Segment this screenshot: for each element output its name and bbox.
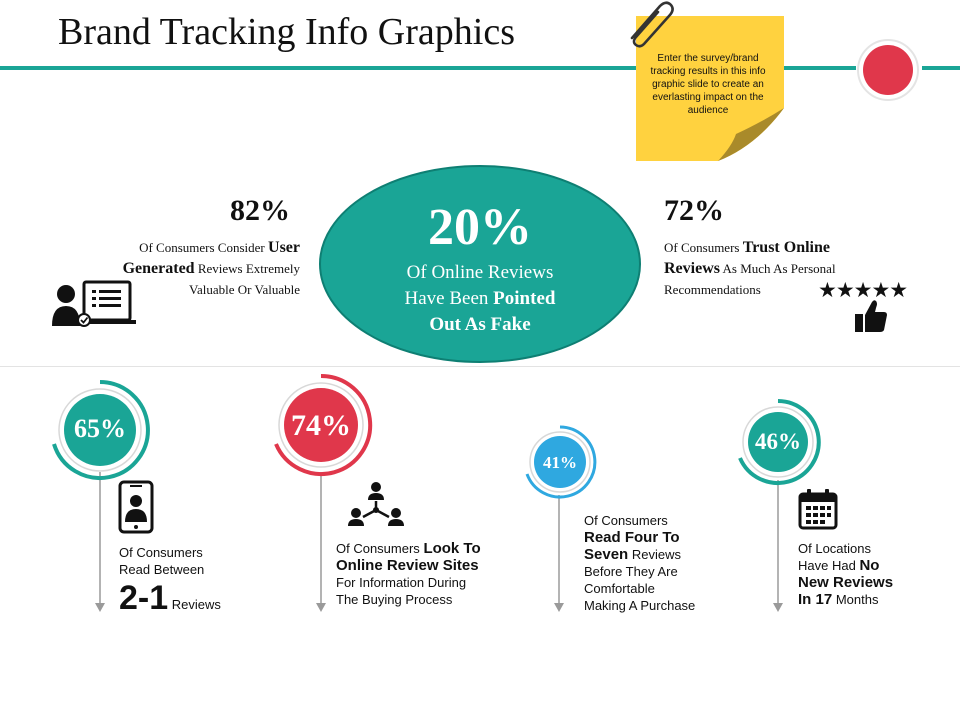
circle-65-percent [52, 380, 150, 480]
smartphone-user-icon [118, 480, 154, 534]
circle-65-label: 65% [74, 414, 126, 443]
circle-46-percent [738, 399, 821, 485]
center-percent: 20% [428, 199, 532, 256]
user-laptop-icon [52, 280, 136, 327]
circle-46-label: 46% [755, 429, 801, 454]
stat-72-description: Of Consumers Trust Online Reviews As Muc… [664, 239, 836, 297]
sticky-note-text: Enter the survey/brand tracking results … [650, 53, 766, 116]
center-description: Of Online Reviews Have Been Pointed Out … [404, 262, 556, 335]
stat-82-percent: 82% [230, 194, 290, 227]
circle-74-label: 74% [291, 409, 351, 442]
circle-41-percent [525, 425, 597, 499]
header-divider-left [0, 66, 636, 70]
text-41: Of Consumers Read Four To Seven Reviews … [584, 513, 696, 613]
header-divider-middle [784, 66, 856, 70]
stat-72-percent: 72% [664, 194, 724, 227]
network-people-icon [348, 482, 404, 526]
paperclip-icon [630, 1, 674, 48]
text-46: Of Locations Have Had No New Reviews In … [798, 541, 894, 608]
text-65: Of Consumers Read Between 2-1 Reviews [119, 545, 221, 617]
five-stars-icon: ★★★★★ [818, 279, 908, 302]
circle-74-percent [274, 373, 373, 476]
red-dot-icon [857, 39, 919, 101]
circle-41-label: 41% [543, 453, 577, 472]
calendar-icon [798, 489, 838, 530]
sticky-note [636, 16, 784, 161]
header-divider-right [922, 66, 960, 70]
thumbs-up-icon [855, 300, 887, 332]
page-title: Brand Tracking Info Graphics [58, 11, 515, 53]
center-oval [319, 165, 641, 363]
stat-82-description: Of Consumers Consider User Generated Rev… [122, 239, 300, 297]
section-divider [0, 366, 960, 367]
text-74: Of Consumers Look To Online Review Sites… [336, 540, 481, 607]
